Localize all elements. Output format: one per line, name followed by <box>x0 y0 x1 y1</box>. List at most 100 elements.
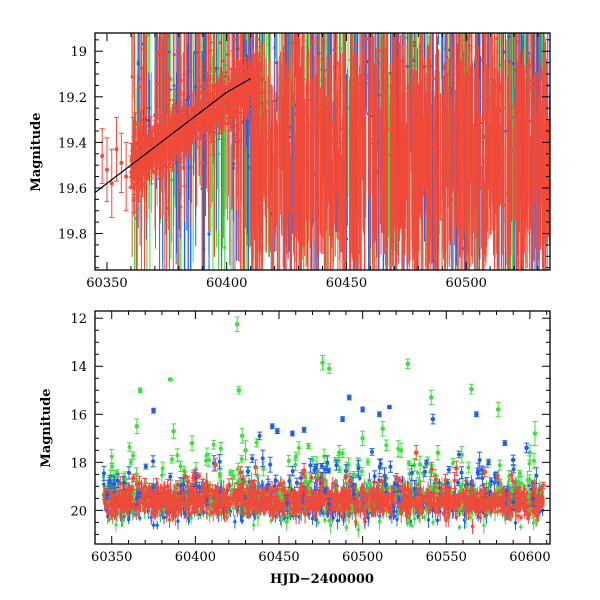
red-point <box>185 18 188 21</box>
red-point <box>182 166 186 171</box>
red-point <box>246 80 251 84</box>
red-point <box>132 154 137 158</box>
red-point <box>144 160 149 164</box>
blue-point <box>371 25 374 28</box>
red-point <box>165 206 169 210</box>
red-point <box>165 33 169 37</box>
green-point <box>341 24 344 27</box>
red-point <box>135 151 140 156</box>
red-point <box>208 114 213 118</box>
blue-point <box>136 62 140 66</box>
red-point <box>314 7 317 10</box>
green-point <box>255 17 258 20</box>
red-point <box>155 132 159 137</box>
blue-point <box>487 18 490 21</box>
red-point <box>468 34 472 38</box>
red-point <box>233 136 237 140</box>
green-point <box>249 16 252 19</box>
blue-point <box>363 519 367 524</box>
red-point <box>377 49 381 53</box>
green-point <box>334 24 337 27</box>
red-point <box>140 145 145 150</box>
red-point <box>240 98 244 103</box>
red-point <box>243 56 247 60</box>
y-tick-label: 19.8 <box>58 228 87 243</box>
blue-point <box>395 517 399 522</box>
red-point <box>181 108 185 112</box>
red-point <box>200 161 204 165</box>
red-point <box>166 137 171 141</box>
red-point <box>183 118 188 123</box>
red-point <box>332 48 336 52</box>
x-tick-label: 60450 <box>326 276 367 291</box>
green-point <box>466 28 469 31</box>
green-point <box>533 0 536 2</box>
green-point <box>379 25 382 28</box>
blue-point <box>149 515 153 519</box>
red-point <box>160 51 164 55</box>
red-point <box>162 132 167 136</box>
y-tick-label: 19.6 <box>58 182 87 197</box>
blue-point <box>334 0 337 2</box>
red-point <box>218 41 222 45</box>
blue-point <box>511 62 515 66</box>
y-tick-label: 19.2 <box>58 91 87 106</box>
blue-point <box>240 18 243 21</box>
red-point <box>142 47 146 51</box>
green-point <box>232 13 235 16</box>
red-point <box>148 144 152 149</box>
red-point <box>137 85 142 89</box>
red-point <box>186 129 190 134</box>
red-point <box>133 122 138 127</box>
red-point <box>151 169 155 174</box>
red-point <box>172 105 176 110</box>
green-point <box>301 13 304 16</box>
red-point <box>342 77 347 81</box>
y-tick-label: 19.4 <box>58 136 87 151</box>
blue-point <box>327 29 330 32</box>
red-point <box>203 103 208 107</box>
red-point <box>178 115 183 120</box>
red-point <box>233 0 236 2</box>
red-point <box>181 128 186 133</box>
red-point <box>215 88 219 93</box>
red-point <box>530 20 533 23</box>
green-point <box>462 4 465 7</box>
red-point <box>283 10 286 13</box>
red-point <box>104 167 109 172</box>
x-tick-label: 60400 <box>206 276 247 291</box>
red-point <box>457 8 460 11</box>
red-point <box>134 216 139 220</box>
red-point <box>183 15 186 18</box>
blue-point <box>441 22 444 25</box>
red-point <box>150 139 155 144</box>
top-panel: 60350 60400 60450 60500 19 19.2 19.4 19.6 19.8 M… <box>29 0 551 291</box>
red-point <box>290 40 295 45</box>
blue-point <box>176 519 180 523</box>
red-point <box>242 100 247 105</box>
blue-point <box>214 66 218 70</box>
red-point <box>131 144 136 149</box>
blue-point <box>151 523 156 527</box>
red-point <box>281 16 284 19</box>
red-point <box>221 115 225 119</box>
blue-point <box>193 50 197 54</box>
red-point <box>119 160 124 165</box>
green-point <box>223 246 227 250</box>
red-point <box>230 28 233 31</box>
green-point <box>381 24 384 27</box>
red-point <box>132 182 136 187</box>
red-point <box>124 174 129 179</box>
red-point <box>170 110 175 114</box>
blue-point <box>231 162 235 166</box>
green-point <box>224 13 227 16</box>
red-point <box>196 51 200 55</box>
blue-point <box>354 25 357 28</box>
red-point <box>179 78 183 82</box>
red-point <box>263 16 266 19</box>
green-point <box>529 21 532 24</box>
blue-point <box>539 11 542 14</box>
green-point <box>190 23 193 26</box>
red-point <box>183 138 187 143</box>
red-point <box>295 43 299 47</box>
